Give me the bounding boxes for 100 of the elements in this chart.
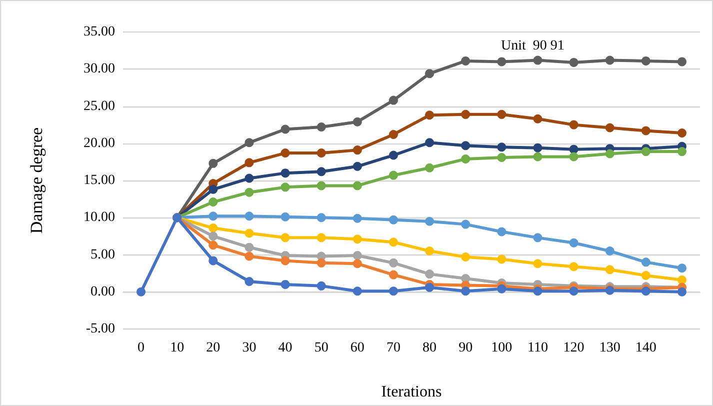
point bbox=[641, 126, 650, 136]
x-tick-label: 130 bbox=[599, 340, 620, 356]
point bbox=[352, 146, 362, 155]
point bbox=[208, 184, 218, 194]
point bbox=[316, 181, 326, 190]
point bbox=[461, 220, 470, 229]
point bbox=[461, 110, 470, 119]
point bbox=[388, 258, 398, 268]
point bbox=[388, 96, 398, 105]
point bbox=[533, 233, 542, 242]
point bbox=[677, 57, 686, 66]
point bbox=[569, 262, 578, 272]
point bbox=[280, 233, 290, 242]
point bbox=[569, 120, 578, 130]
point bbox=[352, 259, 362, 268]
point bbox=[352, 234, 362, 244]
point bbox=[677, 287, 686, 296]
point bbox=[280, 168, 290, 178]
point bbox=[461, 154, 470, 164]
y-tick-label: 15.00 bbox=[84, 173, 115, 188]
point bbox=[316, 148, 326, 158]
point bbox=[388, 170, 398, 180]
point bbox=[533, 56, 542, 65]
point bbox=[244, 174, 254, 183]
point bbox=[641, 56, 650, 66]
point bbox=[208, 198, 218, 207]
point bbox=[136, 287, 146, 296]
point bbox=[280, 212, 290, 222]
point bbox=[605, 123, 614, 132]
y-tick-label: 25.00 bbox=[84, 98, 115, 114]
point bbox=[461, 252, 470, 262]
point bbox=[316, 281, 326, 290]
point bbox=[316, 167, 326, 176]
x-tick-label: 0 bbox=[138, 340, 145, 356]
y-tick-label: 35.00 bbox=[84, 24, 115, 40]
x-tick-label: 70 bbox=[386, 340, 400, 356]
point bbox=[280, 280, 290, 289]
point bbox=[569, 58, 578, 67]
point bbox=[244, 212, 254, 221]
point bbox=[244, 252, 254, 261]
point bbox=[425, 69, 434, 78]
point bbox=[352, 181, 362, 190]
point bbox=[569, 238, 578, 248]
point bbox=[425, 270, 434, 279]
point bbox=[461, 141, 470, 150]
point bbox=[208, 158, 218, 168]
point bbox=[208, 212, 218, 221]
point bbox=[316, 122, 326, 132]
point bbox=[352, 117, 362, 126]
y-tick-label: 30.00 bbox=[84, 62, 115, 77]
point bbox=[352, 214, 362, 223]
point bbox=[316, 233, 326, 242]
point bbox=[497, 254, 506, 264]
x-tick-label: 20 bbox=[206, 340, 220, 356]
x-tick-label: 100 bbox=[491, 340, 512, 356]
point bbox=[244, 242, 254, 252]
point bbox=[605, 246, 614, 256]
x-tick-label: 50 bbox=[314, 340, 328, 356]
point bbox=[605, 265, 614, 274]
x-tick-label: 90 bbox=[458, 340, 473, 356]
point bbox=[497, 142, 506, 152]
x-tick-label: 80 bbox=[422, 340, 437, 356]
point bbox=[533, 286, 542, 296]
point bbox=[569, 286, 578, 296]
y-tick-label: 0.00 bbox=[90, 284, 115, 300]
point bbox=[461, 286, 470, 296]
point bbox=[244, 228, 254, 238]
x-tick-label: 40 bbox=[278, 340, 292, 356]
y-tick-label: 20.00 bbox=[84, 136, 115, 151]
point bbox=[388, 270, 398, 280]
point bbox=[605, 56, 614, 65]
point bbox=[280, 182, 290, 192]
point bbox=[425, 246, 434, 256]
point bbox=[244, 138, 254, 148]
y-axis-title: Damage degree bbox=[27, 127, 46, 234]
point bbox=[388, 215, 398, 224]
point bbox=[533, 259, 542, 268]
point bbox=[461, 56, 470, 66]
x-tick-label: 120 bbox=[563, 340, 584, 356]
point bbox=[425, 282, 434, 292]
point bbox=[641, 258, 650, 267]
point bbox=[497, 110, 506, 119]
point bbox=[244, 158, 254, 168]
x-tick-label: 60 bbox=[350, 340, 364, 356]
point bbox=[244, 276, 254, 286]
y-tick-label: 5.00 bbox=[90, 247, 115, 262]
point bbox=[425, 138, 434, 148]
point bbox=[388, 130, 398, 139]
y-tick-label: -5.00 bbox=[86, 322, 115, 336]
point bbox=[280, 256, 290, 266]
point bbox=[533, 152, 542, 162]
point bbox=[641, 147, 650, 156]
point bbox=[497, 152, 506, 162]
point bbox=[641, 286, 650, 296]
point bbox=[208, 240, 218, 250]
point bbox=[641, 271, 650, 280]
point bbox=[677, 264, 686, 273]
point bbox=[352, 286, 362, 296]
x-tick-label: 110 bbox=[527, 340, 548, 356]
point bbox=[533, 114, 542, 124]
